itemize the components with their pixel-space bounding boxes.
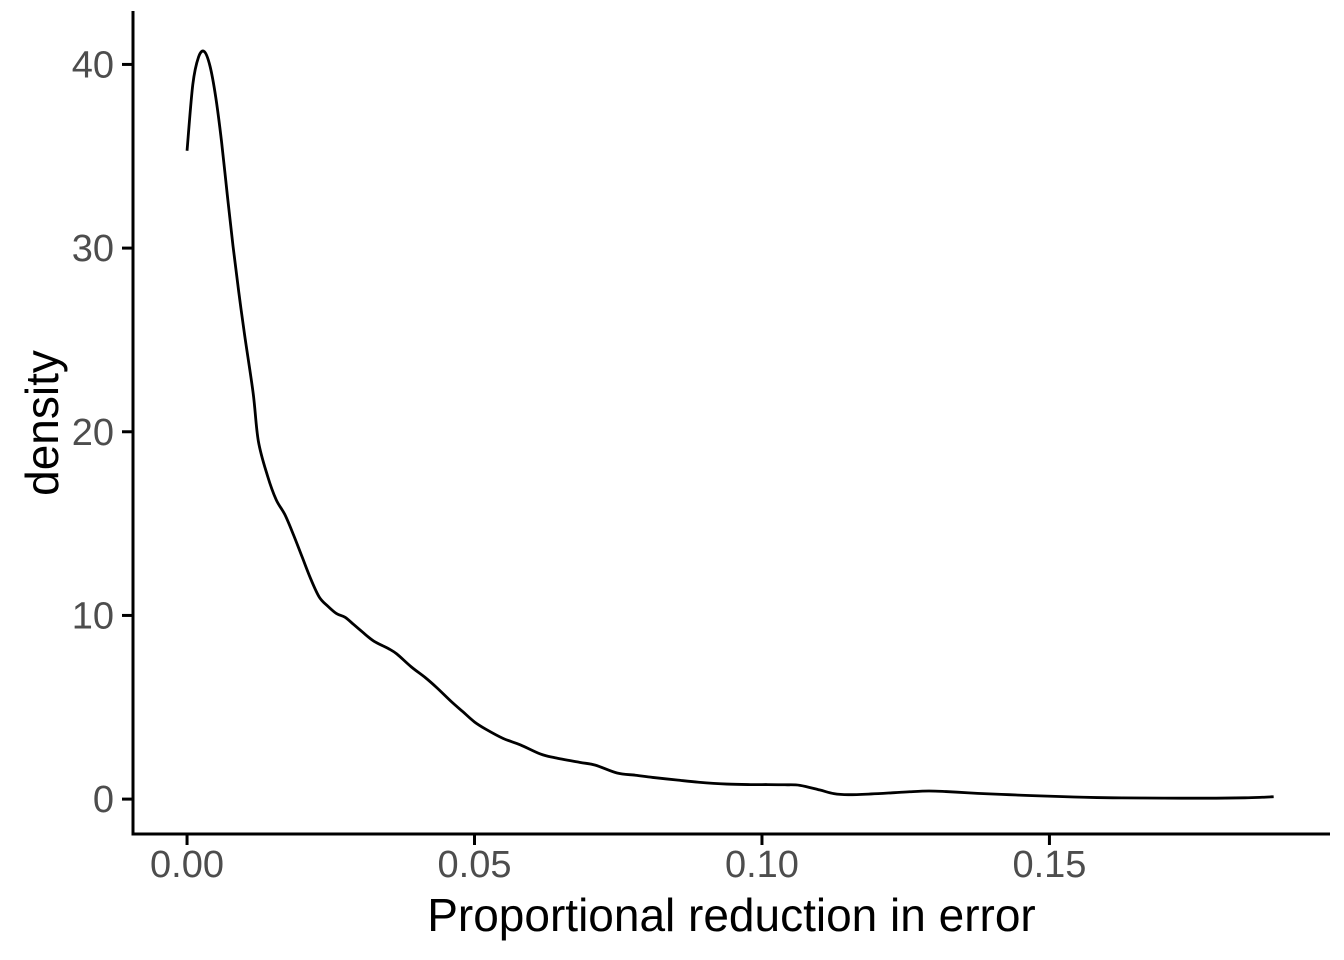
- y-tick-label: 20: [72, 412, 114, 454]
- y-tick-label: 30: [72, 228, 114, 270]
- y-axis-ticks: 0 10 20 30 40: [72, 44, 132, 821]
- y-axis-title: density: [16, 350, 68, 496]
- axes: 0.00 0.05 0.10 0.15 0 10 20 30 40: [72, 11, 1330, 886]
- density-curve: [185, 49, 1274, 800]
- x-tick-label: 0.15: [1012, 844, 1086, 886]
- x-tick-label: 0.00: [150, 844, 224, 886]
- x-tick-label: 0.10: [725, 844, 799, 886]
- x-axis-ticks: 0.00 0.05 0.10 0.15: [150, 834, 1086, 886]
- y-tick-label: 0: [93, 779, 114, 821]
- x-tick-label: 0.05: [438, 844, 512, 886]
- x-axis-title: Proportional reduction in error: [427, 889, 1036, 941]
- y-tick-label: 10: [72, 595, 114, 637]
- y-tick-label: 40: [72, 44, 114, 86]
